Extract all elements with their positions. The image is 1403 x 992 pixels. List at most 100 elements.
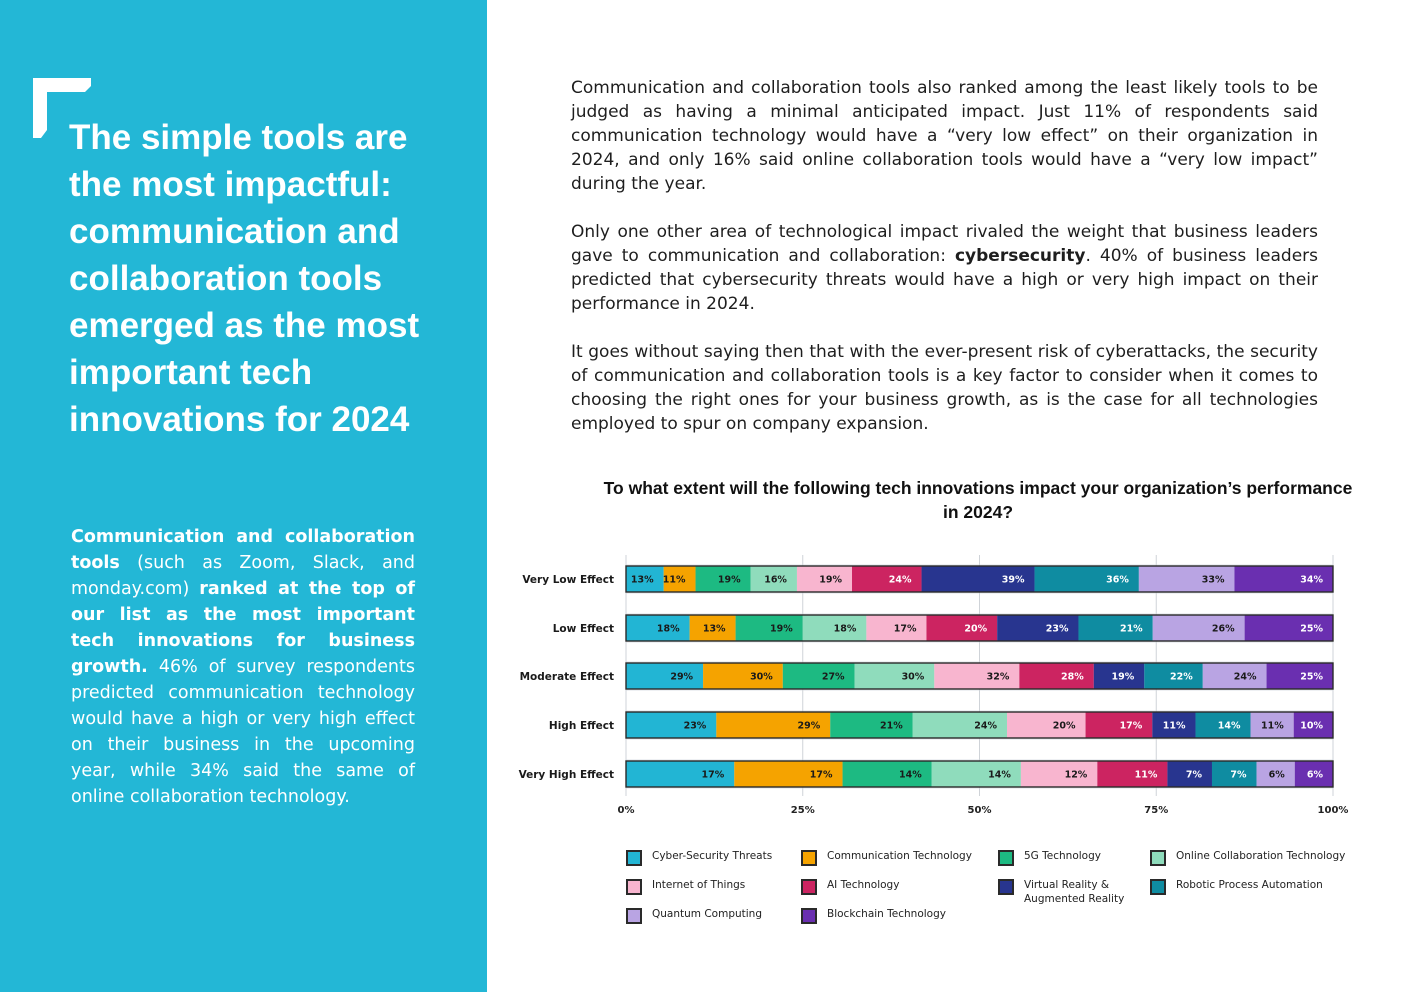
legend-swatch [998, 850, 1014, 866]
bar-segment [695, 566, 751, 592]
legend-swatch [801, 850, 817, 866]
legend-swatch [801, 908, 817, 924]
bar-segment [997, 615, 1079, 641]
sidebar-panel: The simple tools are the most impactful:… [0, 0, 487, 992]
bar-value-label: 19% [819, 575, 842, 586]
bar-segment [1144, 663, 1203, 689]
bar-value-label: 26% [1212, 624, 1235, 635]
category-label: Low Effect [553, 623, 614, 635]
bar-segment [1152, 712, 1196, 738]
bar-value-label: 30% [902, 672, 925, 683]
body-text: Communication and collaboration tools al… [571, 76, 1318, 460]
bar-outline [625, 760, 1334, 788]
x-tick-label: 50% [968, 805, 992, 816]
bar-outline [625, 565, 1334, 593]
x-tick-label: 100% [1318, 805, 1349, 816]
legend-item: Blockchain Technology [801, 908, 946, 924]
legend-item: Online Collaboration Technology [1150, 850, 1345, 866]
bar-segment [1244, 615, 1333, 641]
bar-value-label: 32% [987, 672, 1010, 683]
bar-value-label: 14% [1218, 721, 1241, 732]
bar-value-label: 33% [1202, 575, 1225, 586]
bar-segment [1152, 615, 1245, 641]
bar-value-label: 10% [1300, 721, 1323, 732]
bar-segment [663, 566, 696, 592]
category-label: High Effect [549, 720, 614, 732]
bar-value-label: 12% [1065, 770, 1088, 781]
bar-value-label: 24% [1234, 672, 1257, 683]
sidebar-bold-1: Communication and collaboration tools [71, 527, 415, 573]
bar-segment [802, 615, 867, 641]
bar-value-label: 34% [1300, 575, 1323, 586]
bar-value-label: 28% [1061, 672, 1084, 683]
bar-value-label: 14% [899, 770, 922, 781]
bar-segment [912, 712, 1007, 738]
bar-segment [1211, 761, 1257, 787]
bar-segment [716, 712, 831, 738]
bar-value-label: 24% [889, 575, 912, 586]
legend-item: 5G Technology [998, 850, 1101, 866]
bar-segment [1234, 566, 1333, 592]
body-paragraph-1: Communication and collaboration tools al… [571, 78, 1318, 194]
bar-value-label: 11% [1135, 770, 1158, 781]
bar-segment [1138, 566, 1235, 592]
legend-item: Internet of Things [626, 879, 745, 895]
bar-segment [1085, 712, 1153, 738]
legend-swatch [1150, 879, 1166, 895]
legend-label: Online Collaboration Technology [1176, 850, 1346, 862]
bar-value-label: 27% [822, 672, 845, 683]
bar-value-label: 17% [702, 770, 725, 781]
bar-segment [1250, 712, 1294, 738]
legend-swatch [1150, 850, 1166, 866]
bar-segment [626, 663, 704, 689]
bar-segment [1093, 663, 1145, 689]
legend-label: Virtual Reality & Augmented Reality [1024, 879, 1125, 905]
legend-swatch [998, 879, 1014, 895]
legend-item: Communication Technology [801, 850, 972, 866]
bar-value-label: 11% [1261, 721, 1284, 732]
bar-segment [1078, 615, 1153, 641]
bar-segment [626, 566, 664, 592]
bar-segment [842, 761, 932, 787]
bar-segment [852, 566, 922, 592]
bar-value-label: 23% [684, 721, 707, 732]
bar-value-label: 17% [810, 770, 833, 781]
bar-segment [1020, 761, 1098, 787]
bar-segment [626, 615, 690, 641]
legend-label: Cyber-Security Threats [652, 850, 773, 862]
legend-item: Virtual Reality & Augmented Reality [998, 879, 1124, 906]
bar-segment [926, 615, 998, 641]
cybersecurity-highlight: cybersecurity [954, 246, 1086, 266]
bar-segment [1006, 712, 1086, 738]
sidebar-paragraph: Communication and collaboration tools (s… [71, 524, 415, 810]
bar-value-label: 16% [764, 575, 787, 586]
bar-segment [735, 615, 803, 641]
bar-value-label: 29% [670, 672, 693, 683]
bar-row-background [626, 613, 1333, 643]
bar-row-background [626, 564, 1333, 594]
bar-segment [1294, 761, 1333, 787]
sidebar-text-1: (such as Zoom, Slack, and monday.com) [71, 553, 415, 599]
bar-value-label: 20% [1053, 721, 1076, 732]
bar-segment [796, 566, 853, 592]
bar-segment [1019, 663, 1094, 689]
bar-value-label: 18% [834, 624, 857, 635]
sidebar-headline: The simple tools are the most impactful:… [69, 118, 420, 439]
legend-swatch [626, 908, 642, 924]
bar-outline [625, 662, 1334, 690]
bar-row-background [626, 759, 1333, 789]
bar-row-background [626, 710, 1333, 740]
bar-value-label: 36% [1106, 575, 1129, 586]
bar-row-background [626, 661, 1333, 691]
legend-swatch [626, 850, 642, 866]
bar-value-label: 18% [657, 624, 680, 635]
bar-value-label: 6% [1269, 770, 1286, 781]
category-label: Moderate Effect [520, 671, 614, 683]
x-tick-label: 25% [791, 805, 815, 816]
bar-value-label: 21% [880, 721, 903, 732]
legend-swatch [801, 879, 817, 895]
body-paragraph-3: It goes without saying then that with th… [571, 342, 1318, 434]
corner-bracket-icon [33, 78, 91, 138]
bar-segment [734, 761, 843, 787]
bar-value-label: 22% [1170, 672, 1193, 683]
